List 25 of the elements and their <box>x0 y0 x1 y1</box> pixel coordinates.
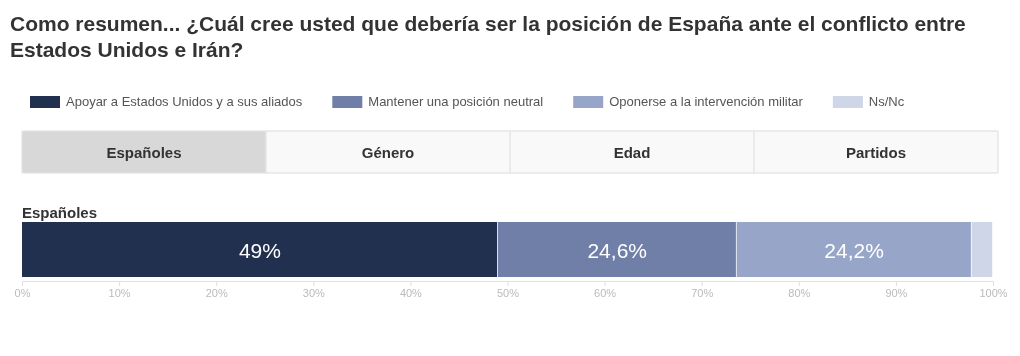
x-tick-label: 100% <box>979 286 1008 299</box>
x-tick-label: 60% <box>594 286 617 299</box>
x-tick-label: 90% <box>885 286 908 299</box>
chart-title: Como resumen... ¿Cuál cree usted que debería ser la posición de España ante el conflicto entre Estados Unidos e Irán? <box>10 12 966 61</box>
data-label: 24,2% <box>824 238 884 262</box>
legend-label: Mantener una posición neutral <box>368 94 544 109</box>
x-tick-label: 30% <box>302 286 326 299</box>
data-label: 49% <box>238 238 281 262</box>
x-tick-label: 50% <box>496 286 520 299</box>
y-tick-label: Españoles <box>22 204 98 221</box>
x-tick-label: 40% <box>399 286 423 299</box>
data-label: 24,6% <box>587 238 647 262</box>
tab-bar: Españoles Género Edad Partidos <box>21 130 999 174</box>
bar <box>22 222 498 277</box>
legend-label: Oponerse a la intervención militar <box>609 94 804 109</box>
x-tick-label: 0% <box>14 286 31 299</box>
x-tick-label: 20% <box>205 286 228 299</box>
x-tick-label: 10% <box>108 286 131 299</box>
x-tick-label: 80% <box>788 286 811 299</box>
x-tick-label: 70% <box>691 286 714 299</box>
bar <box>736 222 972 277</box>
bar <box>971 222 993 277</box>
legend-label: Apoyar a Estados Unidos y a sus aliados <box>66 94 303 109</box>
bar <box>497 222 737 277</box>
legend-label: Ns/Nc <box>868 94 905 109</box>
